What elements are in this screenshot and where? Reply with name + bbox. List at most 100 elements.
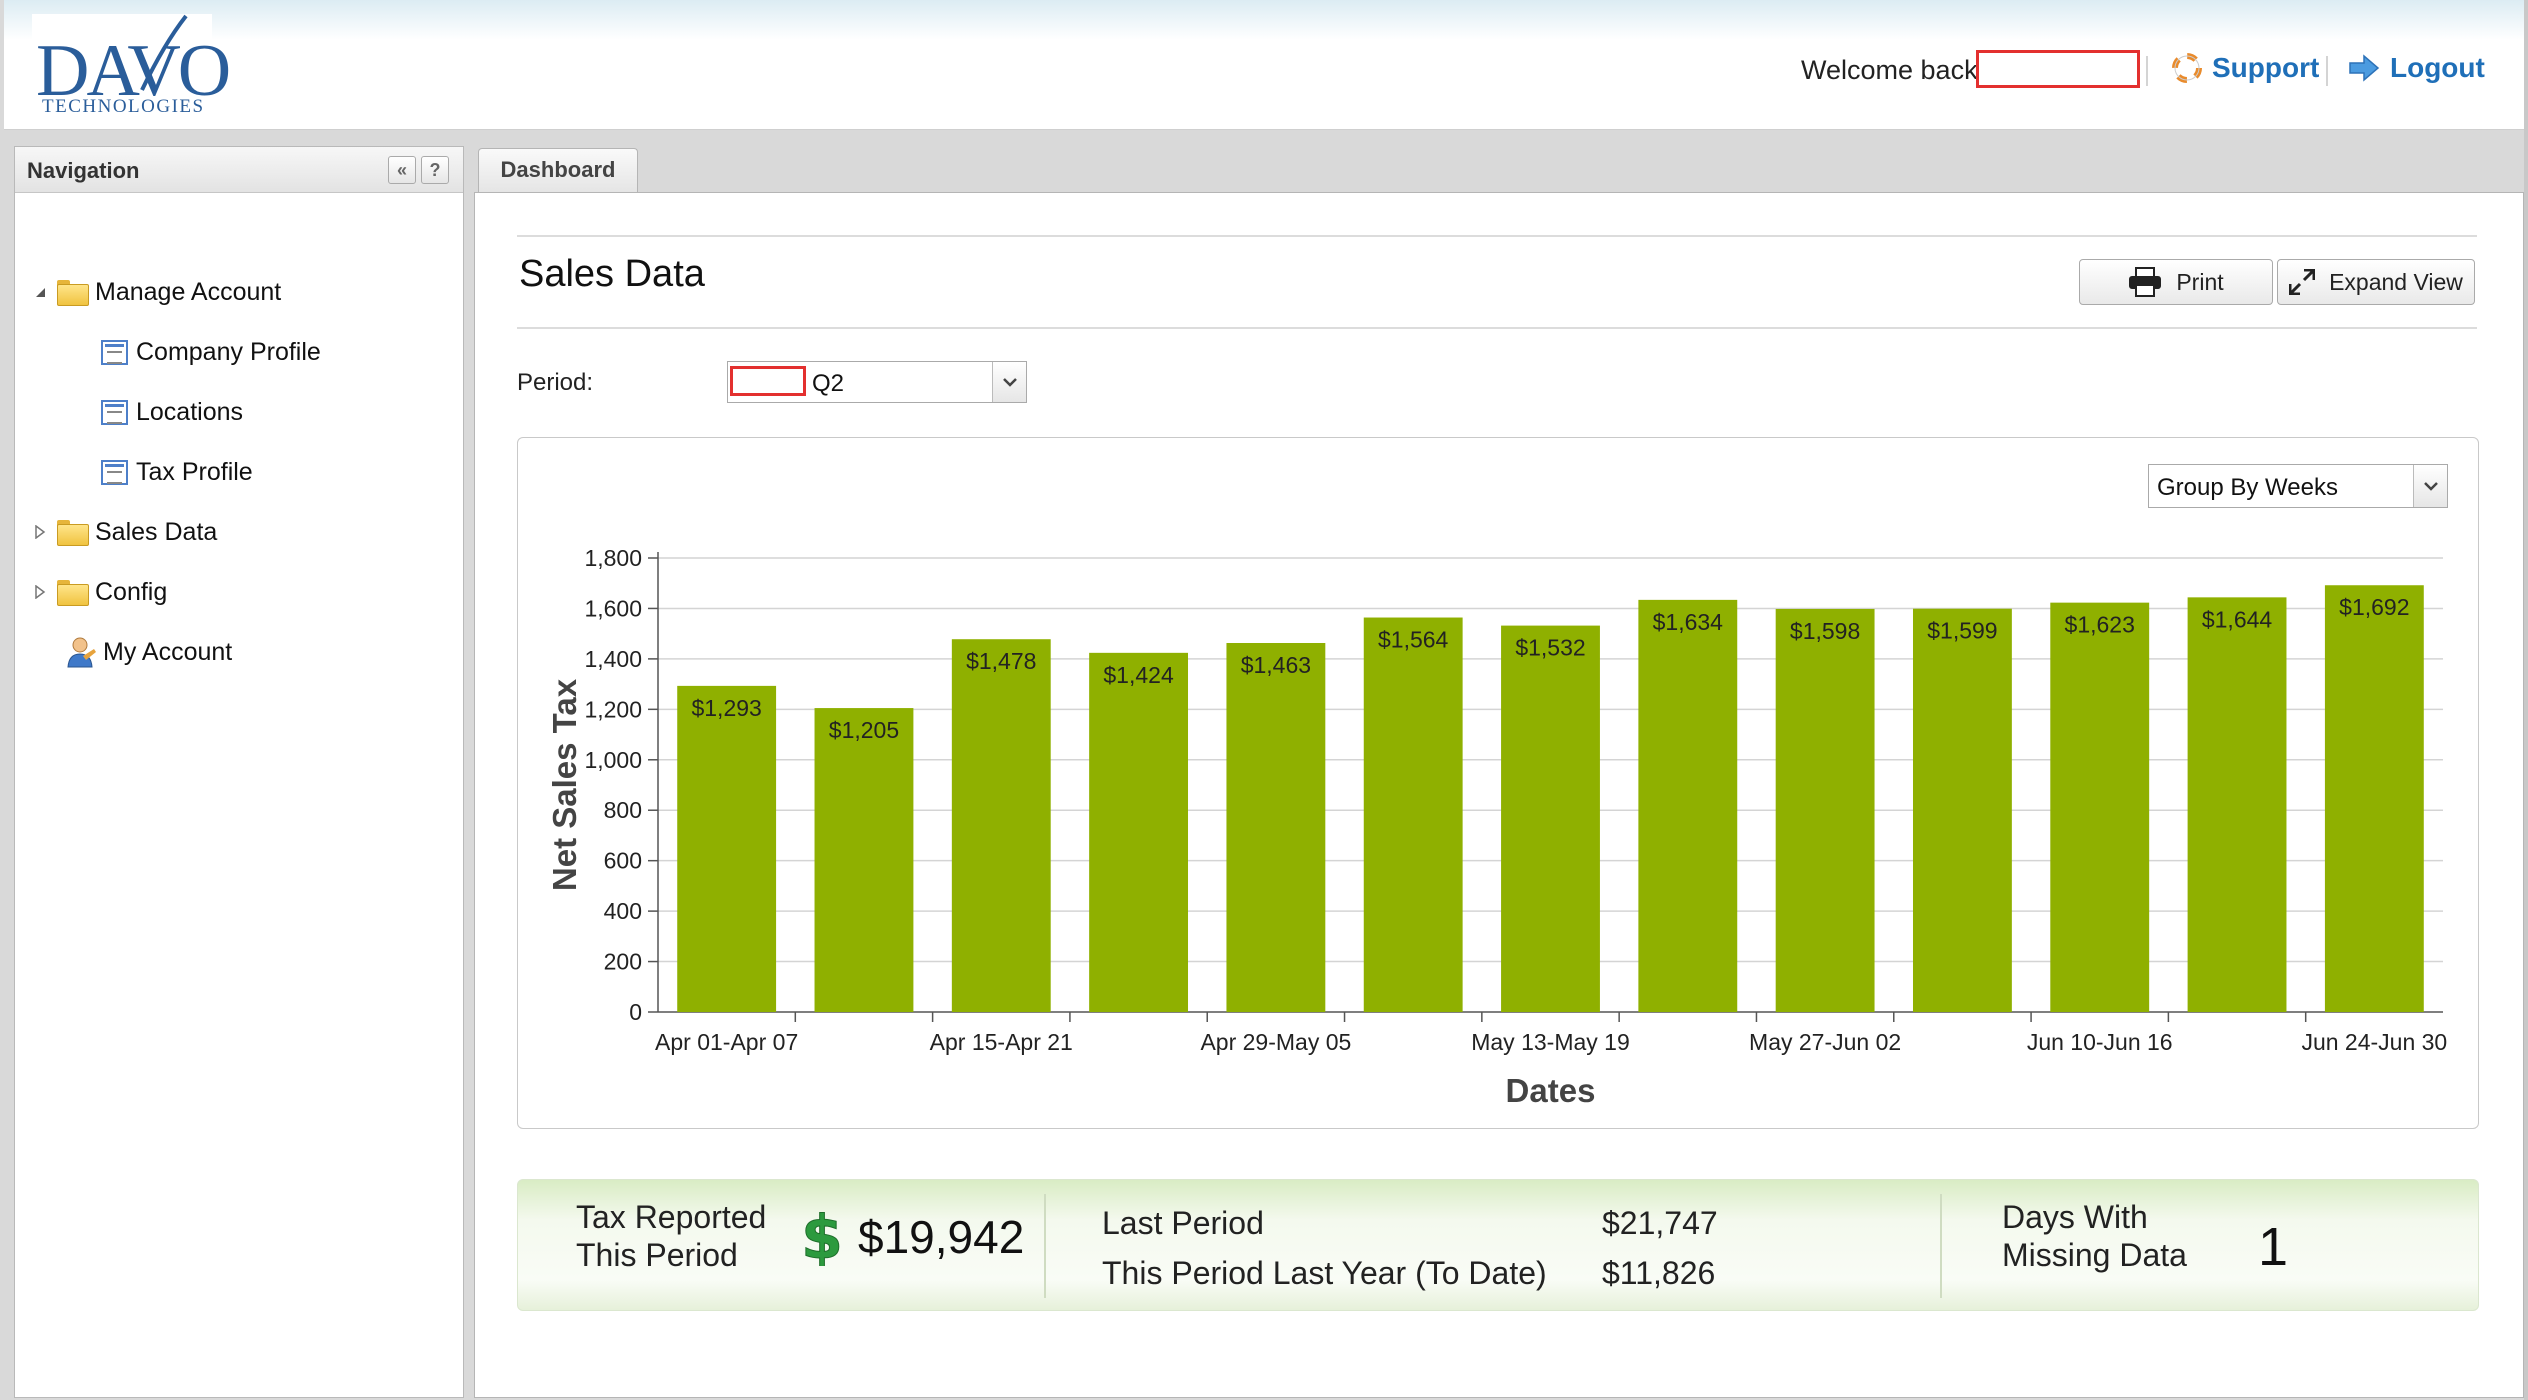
tab-dashboard[interactable]: Dashboard <box>478 148 638 192</box>
bar <box>1912 608 2012 1012</box>
collapsed-arrow-icon[interactable] <box>33 525 47 539</box>
davo-logo[interactable]: DAVO TECHNOLOGIES <box>32 14 231 119</box>
support-link[interactable]: Support <box>2172 52 2319 84</box>
tree-item-locations[interactable]: Locations <box>101 392 243 432</box>
dollar-icon: $ <box>802 1206 842 1266</box>
logout-link[interactable]: Logout <box>2348 52 2485 84</box>
bar <box>1226 642 1326 1012</box>
folder-icon <box>57 520 89 546</box>
tree-item-label: Company Profile <box>136 337 321 366</box>
support-label[interactable]: Support <box>2212 52 2320 83</box>
navigation-panel: Navigation « ? Manage Account Company Pr… <box>14 146 464 1398</box>
period-value: Q2 <box>812 370 845 397</box>
bar-data-label: $1,598 <box>1790 618 1860 644</box>
logo-wordmark: DAVO <box>36 30 231 112</box>
divider <box>517 327 2477 329</box>
bar-data-label: $1,463 <box>1241 652 1311 678</box>
print-label: Print <box>2176 268 2224 295</box>
y-tick-label: 1,600 <box>584 595 642 621</box>
bar-data-label: $1,293 <box>691 695 761 721</box>
tree-item-label: Tax Profile <box>136 457 253 486</box>
period-label: Period: <box>517 369 594 396</box>
bar <box>951 639 1051 1012</box>
bar <box>1363 617 1463 1012</box>
dropdown-button[interactable] <box>992 362 1026 402</box>
bar <box>677 685 777 1012</box>
form-icon <box>101 339 128 365</box>
y-tick-label: 1,400 <box>584 646 642 672</box>
x-tick-label: Apr 15-Apr 21 <box>930 1029 1073 1055</box>
bar-data-label: $1,532 <box>1515 635 1585 661</box>
last-period-label: Last Period <box>1102 1205 1264 1241</box>
expanded-arrow-icon[interactable] <box>33 285 47 299</box>
svg-text:$: $ <box>802 1206 842 1266</box>
user-icon <box>67 637 96 668</box>
navigation-title: Navigation <box>27 158 140 183</box>
redacted-username <box>1976 50 2140 88</box>
bar <box>814 708 914 1012</box>
y-tick-label: 800 <box>604 797 642 823</box>
print-button[interactable]: Print <box>2079 259 2273 305</box>
help-button[interactable]: ? <box>421 156 449 184</box>
period-select[interactable]: Q2 <box>727 361 1027 403</box>
x-tick-label: Jun 24-Jun 30 <box>2301 1029 2447 1055</box>
expand-view-button[interactable]: Expand View <box>2277 259 2475 305</box>
bar-data-label: $1,692 <box>2339 594 2409 620</box>
bar-data-label: $1,205 <box>829 717 899 743</box>
x-tick-label: May 13-May 19 <box>1471 1029 1630 1055</box>
bar-data-label: $1,634 <box>1653 609 1724 635</box>
tree-item-my-account[interactable]: My Account <box>65 632 232 672</box>
dropdown-button[interactable] <box>2413 465 2447 507</box>
tree-item-label: Locations <box>136 397 244 426</box>
folder-icon <box>57 280 89 306</box>
printer-icon <box>2129 267 2162 297</box>
tree-item-sales-data[interactable]: Sales Data <box>33 512 217 552</box>
bar <box>1638 599 1738 1012</box>
tree-item-label: Manage Account <box>95 277 282 306</box>
form-icon <box>101 459 128 485</box>
logo-swoosh-icon <box>140 14 188 91</box>
collapsed-arrow-icon[interactable] <box>33 585 47 599</box>
bar-data-label: $1,564 <box>1378 627 1449 653</box>
bar <box>2324 585 2424 1012</box>
divider <box>517 235 2477 237</box>
logo-subtitle: TECHNOLOGIES <box>42 96 205 117</box>
navigation-header: Navigation « ? <box>15 147 463 193</box>
collapse-panel-button[interactable]: « <box>388 156 416 184</box>
x-tick-label: Jun 10-Jun 16 <box>2027 1029 2173 1055</box>
tree-item-config[interactable]: Config <box>33 572 167 612</box>
form-icon <box>101 399 128 425</box>
chart-container: Group By Weeks 0 200 400 600 800 1,000 1,200 1,… <box>517 437 2479 1129</box>
missing-data-value: 1 <box>2258 1217 2289 1277</box>
y-tick-label: 1,000 <box>584 747 642 773</box>
last-period-value: $21,747 <box>1602 1205 1718 1241</box>
window-edge <box>2524 0 2528 1400</box>
tree-item-company-profile[interactable]: Company Profile <box>101 332 321 372</box>
page-title: Sales Data <box>519 253 705 295</box>
bar <box>1775 608 1875 1012</box>
dashboard-panel: Sales Data Print Expand View Period: Q2 … <box>474 192 2524 1398</box>
y-tick-label: 1,800 <box>584 545 642 571</box>
summary-divider <box>1940 1194 1942 1298</box>
header-divider <box>2146 56 2148 86</box>
group-by-select[interactable]: Group By Weeks <box>2148 464 2448 508</box>
logout-label[interactable]: Logout <box>2390 52 2485 83</box>
last-year-value: $11,826 <box>1602 1255 1716 1291</box>
bar-data-label: $1,644 <box>2202 606 2273 632</box>
tax-reported-label: Tax Reported This Period <box>576 1199 767 1273</box>
tax-reported-value: $19,942 <box>858 1211 1025 1263</box>
expand-icon <box>2289 269 2316 295</box>
bar-data-label: $1,424 <box>1103 662 1174 688</box>
welcome-text: Welcome back <box>1801 55 1978 85</box>
y-tick-label: 600 <box>604 848 642 874</box>
tree-item-manage-account[interactable]: Manage Account <box>33 272 281 312</box>
tree-item-label: Sales Data <box>95 517 218 546</box>
app-header: DAVO TECHNOLOGIES Welcome back Support L… <box>4 0 2524 130</box>
summary-divider <box>1044 1194 1046 1298</box>
x-tick-label: Apr 01-Apr 07 <box>655 1029 798 1055</box>
tree-item-tax-profile[interactable]: Tax Profile <box>101 452 253 492</box>
x-tick-label: May 27-Jun 02 <box>1749 1029 1901 1055</box>
bar <box>2050 602 2150 1012</box>
x-axis-title: Dates <box>1506 1072 1596 1109</box>
chevron-down-icon <box>1002 378 1017 387</box>
